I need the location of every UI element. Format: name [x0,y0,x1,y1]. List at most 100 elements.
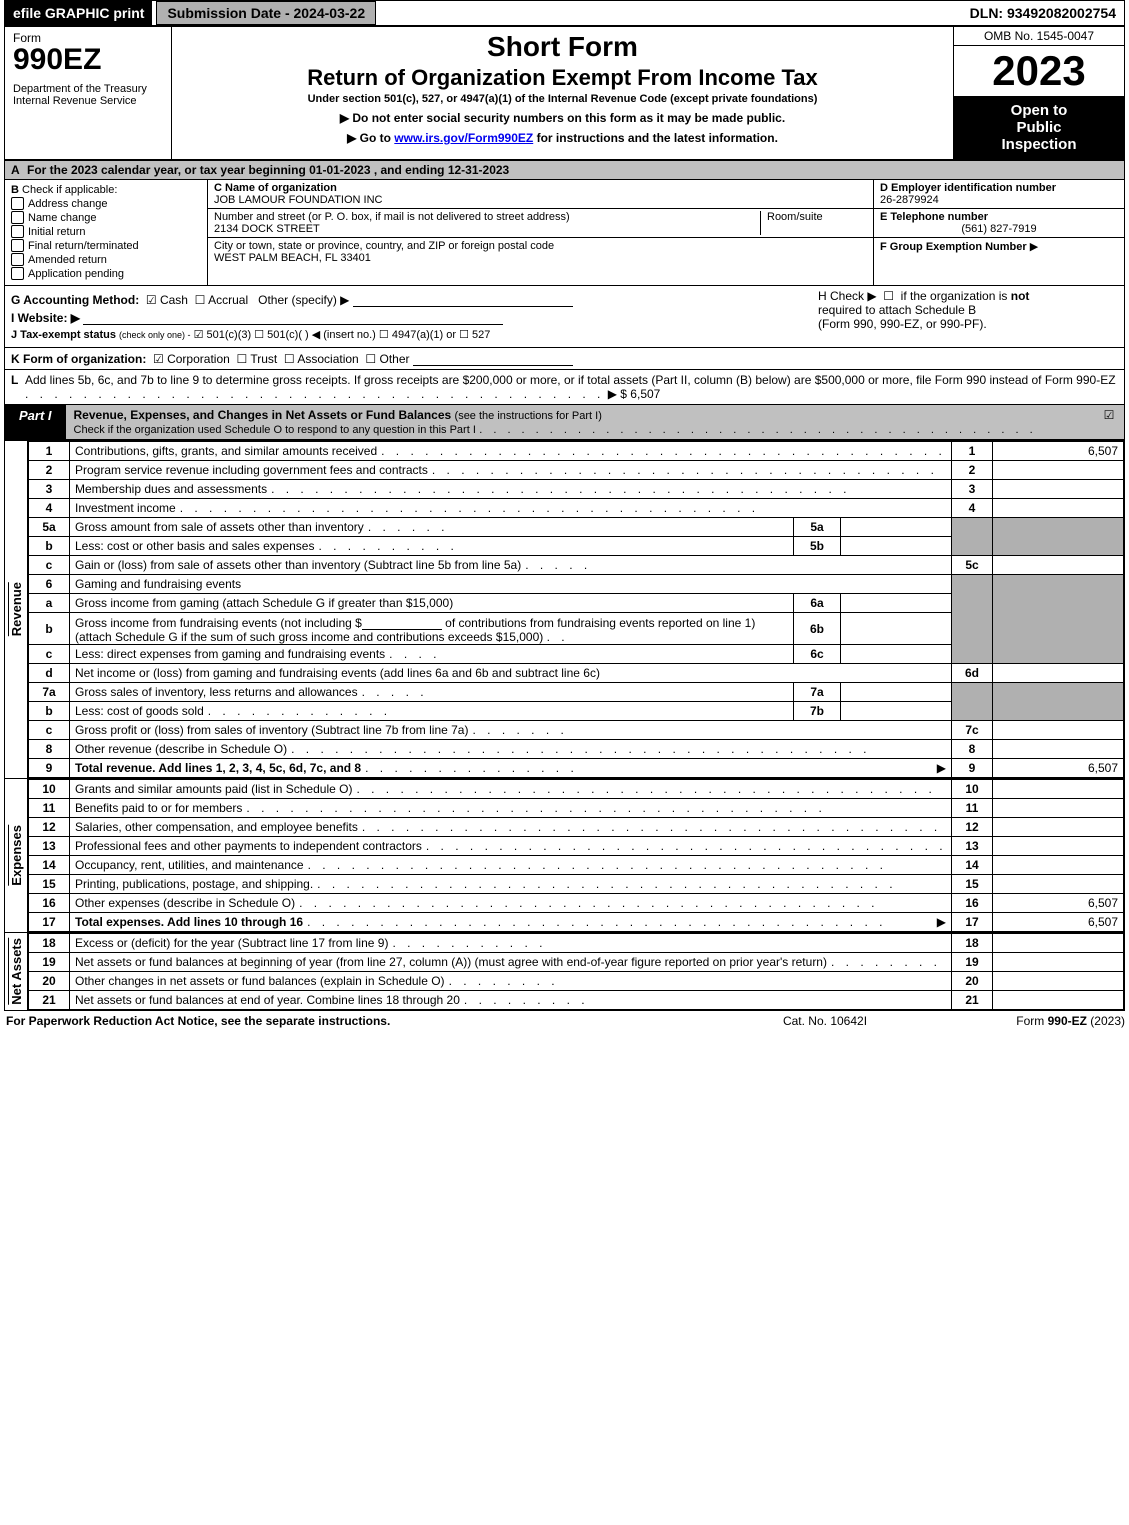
line-1-value: 6,507 [993,442,1124,461]
table-row: 21Net assets or fund balances at end of … [29,991,1124,1010]
k-other[interactable]: Other [379,352,409,366]
efile-badge: efile GRAPHIC print [5,1,152,25]
instr-suffix: for instructions and the latest informat… [533,131,778,145]
k-trust[interactable]: Trust [250,352,277,366]
city-label: City or town, state or province, country… [214,240,867,252]
g-other[interactable]: Other (specify) ▶ [258,293,349,307]
section-def: D Employer identification number 26-2879… [873,180,1124,285]
title-center: Short Form Return of Organization Exempt… [172,27,953,159]
part1-schedule-o-check[interactable]: ☑ [1094,405,1124,439]
chk-application-pending[interactable]: Application pending [11,267,201,280]
phone-value: (561) 827-7919 [880,223,1118,235]
line-h: H Check ▶ ☐ if the organization is not r… [808,289,1118,344]
j-4947[interactable]: 4947(a)(1) or [392,329,456,341]
table-row: 9Total revenue. Add lines 1, 2, 3, 4, 5c… [29,759,1124,778]
table-row: 1Contributions, gifts, grants, and simil… [29,442,1124,461]
checkbox-icon [11,267,24,280]
line-9-value: 6,507 [993,759,1124,778]
title-block: Form 990EZ Department of the Treasury In… [5,27,1124,161]
chk-final-return[interactable]: Final return/terminated [11,239,201,252]
irs-link[interactable]: www.irs.gov/Form990EZ [394,131,533,145]
net-assets-label: Net Assets [8,938,24,1005]
expenses-label: Expenses [8,825,24,886]
table-row: 17Total expenses. Add lines 10 through 1… [29,913,1124,932]
j-501c[interactable]: 501(c)( ) ◀ (insert no.) [267,329,376,341]
instr-no-ssn: ▶ Do not enter social security numbers o… [184,111,941,125]
form-title-2: Return of Organization Exempt From Incom… [184,65,941,91]
omb-number: OMB No. 1545-0047 [954,27,1124,46]
irs-label: Internal Revenue Service [13,95,163,107]
revenue-section: Revenue 1Contributions, gifts, grants, a… [5,440,1124,778]
section-b: B Check if applicable: Address change Na… [5,180,208,285]
form-number-col: Form 990EZ Department of the Treasury In… [5,27,172,159]
revenue-label: Revenue [8,582,24,636]
arrow-icon: ▶ [937,761,946,775]
table-row: cGross profit or (loss) from sales of in… [29,721,1124,740]
checkbox-icon [11,253,24,266]
expenses-table: 10Grants and similar amounts paid (list … [28,779,1124,932]
street-value: 2134 DOCK STREET [214,223,760,235]
city-value: WEST PALM BEACH, FL 33401 [214,252,867,264]
table-row: 6Gaming and fundraising events [29,575,1124,594]
group-exemption-label: F Group Exemption Number [880,241,1027,253]
j-527[interactable]: 527 [472,329,490,341]
form-subtitle: Under section 501(c), 527, or 4947(a)(1)… [184,93,941,105]
inspection-badge: Open to Public Inspection [954,96,1124,159]
6b-amount-input[interactable] [362,615,442,630]
arrow-icon: ▶ [937,915,946,929]
dept-treasury: Department of the Treasury [13,83,163,95]
section-a-letter: A [11,163,27,177]
submission-date: Submission Date - 2024-03-22 [156,1,376,25]
g-cash[interactable]: Cash [160,293,188,307]
tax-year: 2023 [954,46,1124,96]
arrow-icon: ▶ [1030,241,1038,253]
room-suite-label: Room/suite [760,211,867,235]
g-accrual[interactable]: Accrual [208,293,248,307]
line-l: L Add lines 5b, 6c, and 7b to line 9 to … [5,369,1124,404]
topbar: efile GRAPHIC print Submission Date - 20… [5,1,1124,27]
table-row: cGain or (loss) from sale of assets othe… [29,556,1124,575]
k-association[interactable]: Association [297,352,358,366]
part-1-header: Part I Revenue, Expenses, and Changes in… [5,404,1124,440]
checkbox-icon [11,211,24,224]
g-other-input[interactable] [353,292,573,307]
table-row: 16Other expenses (describe in Schedule O… [29,894,1124,913]
expenses-section: Expenses 10Grants and similar amounts pa… [5,778,1124,932]
page-footer: For Paperwork Reduction Act Notice, see … [0,1011,1129,1036]
chk-amended-return[interactable]: Amended return [11,253,201,266]
part-title: Revenue, Expenses, and Changes in Net As… [66,405,1094,439]
k-corporation[interactable]: Corporation [167,352,230,366]
line-j: J Tax-exempt status (check only one) - ☑… [11,328,808,341]
phone-label: E Telephone number [880,211,988,223]
dln-number: DLN: 93492082002754 [962,1,1124,25]
street-label: Number and street (or P. O. box, if mail… [214,211,760,223]
chk-name-change[interactable]: Name change [11,211,201,224]
table-row: 14Occupancy, rent, utilities, and mainte… [29,856,1124,875]
table-row: 10Grants and similar amounts paid (list … [29,780,1124,799]
website-input[interactable] [83,310,503,325]
table-row: 8Other revenue (describe in Schedule O).… [29,740,1124,759]
line-i: I Website: ▶ [11,310,808,325]
chk-initial-return[interactable]: Initial return [11,225,201,238]
table-row: 12Salaries, other compensation, and empl… [29,818,1124,837]
chk-address-change[interactable]: Address change [11,197,201,210]
j-501c3[interactable]: 501(c)(3) [207,329,252,341]
table-row: 2Program service revenue including gover… [29,461,1124,480]
net-assets-section: Net Assets 18Excess or (deficit) for the… [5,932,1124,1010]
instr-goto: ▶ Go to www.irs.gov/Form990EZ for instru… [184,131,941,145]
table-row: 4Investment income. . . . . . . . . . . … [29,499,1124,518]
table-row: 15Printing, publications, postage, and s… [29,875,1124,894]
l-gross-receipts: $ 6,507 [620,387,660,401]
k-other-input[interactable] [413,351,573,366]
line-g: G Accounting Method: ☑ Cash ☐ Accrual Ot… [11,292,808,307]
table-row: 7aGross sales of inventory, less returns… [29,683,1124,702]
table-row: 18Excess or (deficit) for the year (Subt… [29,934,1124,953]
checkbox-icon [11,225,24,238]
line-16-value: 6,507 [993,894,1124,913]
part-badge: Part I [5,405,66,439]
table-row: 20Other changes in net assets or fund ba… [29,972,1124,991]
instr-prefix: ▶ Go to [347,131,394,145]
net-assets-table: 18Excess or (deficit) for the year (Subt… [28,933,1124,1010]
section-c: C Name of organization JOB LAMOUR FOUNDA… [208,180,873,285]
table-row: 3Membership dues and assessments. . . . … [29,480,1124,499]
